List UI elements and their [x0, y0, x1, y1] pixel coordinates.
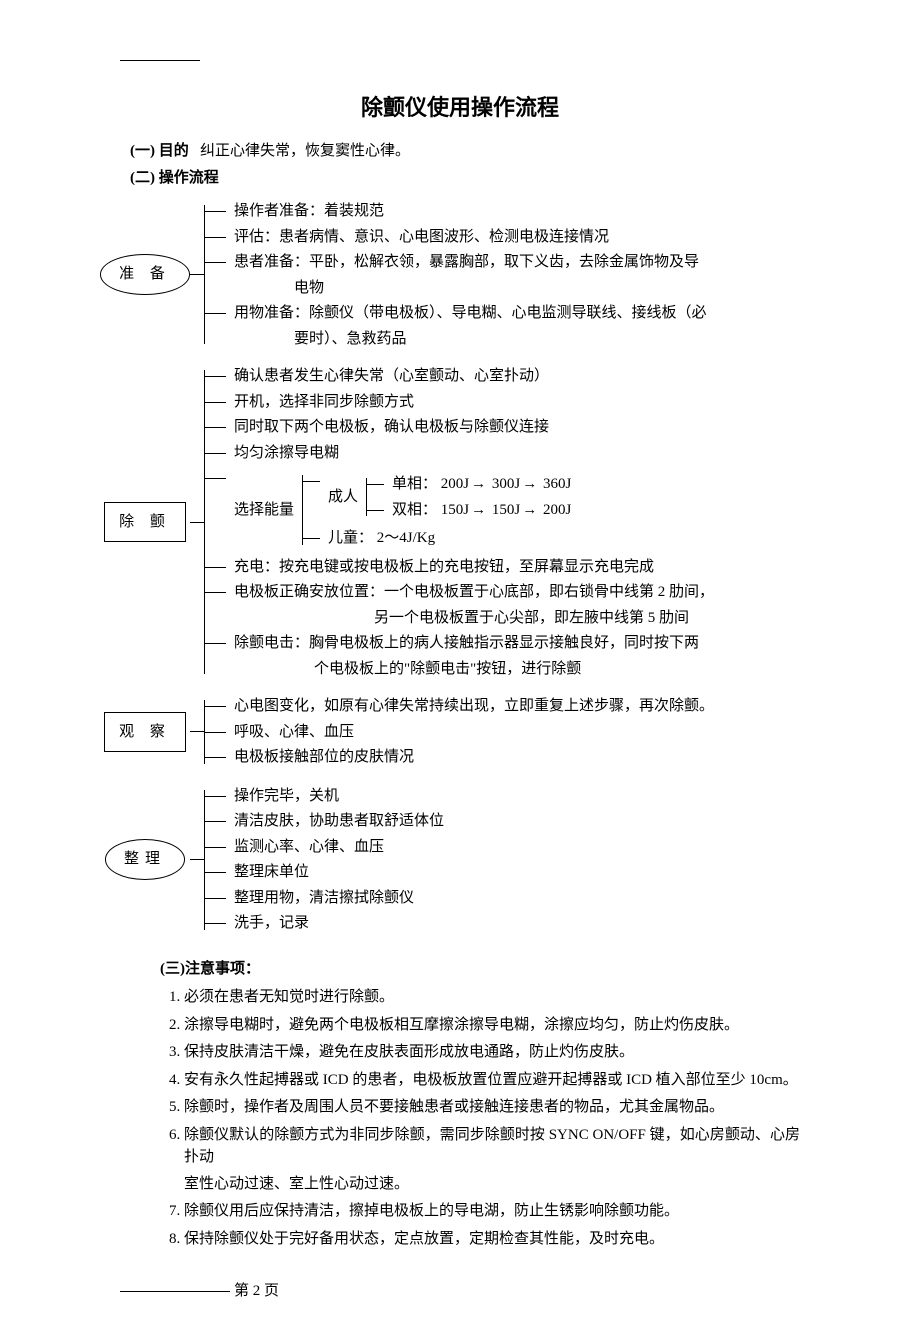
prepare-item: 操作者准备：着装规范 [214, 200, 840, 223]
node-tidy: 整理 [105, 839, 185, 880]
tidy-item: 监测心率、心律、血压 [214, 836, 840, 859]
defib-item-cont: 另一个电极板置于心尖部，即左腋中线第 5 肋间 [214, 607, 840, 630]
section-defib: 除 颤 确认患者发生心律失常（心室颤动、心室扑动） 开机，选择非同步除颤方式 同… [100, 360, 840, 684]
page-title: 除颤仪使用操作流程 [80, 91, 840, 124]
note-item: 保持皮肤清洁干燥，避免在皮肤表面形成放电通路，防止灼伤皮肤。 [184, 1041, 800, 1064]
note-item: 安有永久性起搏器或 ICD 的患者，电极板放置位置应避开起搏器或 ICD 植入部… [184, 1069, 800, 1092]
energy-adult: 成人 单相： 200J→ 300J→ 360J 双相： 150J→ 150J→ [310, 470, 840, 524]
observe-item: 心电图变化，如原有心律失常持续出现，立即重复上述步骤，再次除颤。 [214, 695, 840, 718]
page-number: 第 2 页 [234, 1280, 279, 1303]
purpose-text: 纠正心律失常，恢复窦性心律。 [200, 143, 410, 159]
prepare-item-cont: 电物 [214, 277, 840, 300]
energy-mono: 单相： 200J→ 300J→ 360J [374, 473, 840, 496]
energy-bi: 双相： 150J→ 150J→ 200J [374, 499, 840, 522]
tidy-item: 洗手，记录 [214, 912, 840, 935]
note-item: 除颤仪默认的除颤方式为非同步除颤，需同步除颤时按 SYNC ON/OFF 键，如… [184, 1124, 800, 1196]
purpose-line: (一) 目的 纠正心律失常，恢复窦性心律。 [130, 140, 840, 163]
notes-list: 必须在患者无知觉时进行除颤。 涂擦导电糊时，避免两个电极板相互摩擦涂擦导电糊，涂… [160, 986, 800, 1250]
section-prepare: 准 备 操作者准备：着装规范 评估：患者病情、意识、心电图波形、检测电极连接情况… [100, 195, 840, 354]
tidy-item: 整理用物，清洁擦拭除颤仪 [214, 887, 840, 910]
note-item: 必须在患者无知觉时进行除颤。 [184, 986, 800, 1009]
section-observe: 观 察 心电图变化，如原有心律失常持续出现，立即重复上述步骤，再次除颤。 呼吸、… [100, 690, 840, 774]
energy-label: 选择能量 [234, 467, 302, 553]
section-tidy: 整理 操作完毕，关机 清洁皮肤，协助患者取舒适体位 监测心率、心律、血压 整理床… [100, 780, 840, 940]
defib-item: 电极板正确安放位置：一个电极板置于心底部，即右锁骨中线第 2 肋间， [214, 581, 840, 604]
note-item-cont: 室性心动过速、室上性心动过速。 [184, 1173, 800, 1196]
note-item: 涂擦导电糊时，避免两个电极板相互摩擦涂擦导电糊，涂擦应均匀，防止灼伤皮肤。 [184, 1014, 800, 1037]
adult-label: 成人 [328, 470, 366, 524]
purpose-label: (一) 目的 [130, 143, 189, 159]
note-item: 除颤时，操作者及周围人员不要接触患者或接触连接患者的物品，尤其金属物品。 [184, 1096, 800, 1119]
defib-item: 确认患者发生心律失常（心室颤动、心室扑动） [214, 365, 840, 388]
note-item: 除颤仪用后应保持清洁，擦掉电极板上的导电湖，防止生锈影响除颤功能。 [184, 1200, 800, 1223]
page-footer: 第 2 页 [120, 1280, 840, 1303]
energy-child: 儿童： 2～4J/Kg [310, 527, 840, 550]
flow-label: (二) 操作流程 [130, 167, 840, 190]
tidy-item: 清洁皮肤，协助患者取舒适体位 [214, 810, 840, 833]
observe-item: 呼吸、心律、血压 [214, 721, 840, 744]
tidy-item: 整理床单位 [214, 861, 840, 884]
prepare-item: 评估：患者病情、意识、心电图波形、检测电极连接情况 [214, 226, 840, 249]
prepare-item: 用物准备：除颤仪（带电极板）、导电糊、心电监测导联线、接线板（必 [214, 302, 840, 325]
node-defib: 除 颤 [104, 502, 186, 543]
note-item: 保持除颤仪处于完好备用状态，定点放置，定期检查其性能，及时充电。 [184, 1228, 800, 1251]
defib-item: 均匀涂擦导电糊 [214, 442, 840, 465]
defib-item: 除颤电击：胸骨电极板上的病人接触指示器显示接触良好，同时按下两 [214, 632, 840, 655]
prepare-item-cont: 要时）、急救药品 [214, 328, 840, 351]
defib-energy: 选择能量 成人 单相： 200J→ 300J→ 360J 双相： [214, 467, 840, 553]
defib-item: 充电：按充电键或按电极板上的充电按钮，至屏幕显示充电完成 [214, 556, 840, 579]
observe-item: 电极板接触部位的皮肤情况 [214, 746, 840, 769]
tidy-item: 操作完毕，关机 [214, 785, 840, 808]
prepare-item: 患者准备：平卧，松解衣领，暴露胸部，取下义齿，去除金属饰物及导 [214, 251, 840, 274]
node-prepare: 准 备 [100, 254, 190, 295]
defib-item: 开机，选择非同步除颤方式 [214, 391, 840, 414]
notes-heading: (三)注意事项： [160, 958, 840, 981]
defib-item-cont: 个电极板上的"除颤电击"按钮，进行除颤 [214, 658, 840, 681]
node-observe: 观 察 [104, 712, 186, 753]
top-rule [120, 60, 200, 61]
defib-item: 同时取下两个电极板，确认电极板与除颤仪连接 [214, 416, 840, 439]
